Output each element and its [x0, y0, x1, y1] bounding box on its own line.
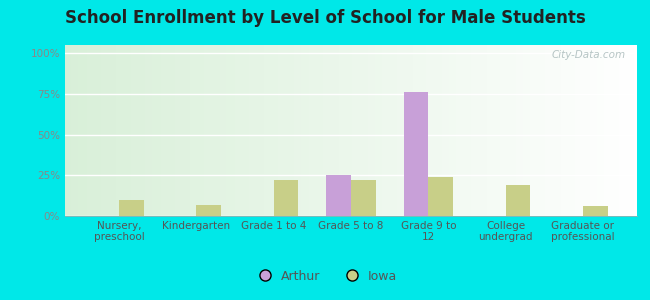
- Text: School Enrollment by Level of School for Male Students: School Enrollment by Level of School for…: [64, 9, 586, 27]
- Bar: [351, 180, 376, 216]
- Legend: Arthur, Iowa: Arthur, Iowa: [248, 265, 402, 288]
- Bar: [583, 206, 608, 216]
- Bar: [506, 185, 530, 216]
- Text: City-Data.com: City-Data.com: [551, 50, 625, 60]
- Bar: [428, 177, 453, 216]
- Bar: [119, 200, 144, 216]
- Bar: [404, 92, 428, 216]
- Bar: [274, 180, 298, 216]
- Bar: [196, 205, 221, 216]
- Bar: [326, 175, 351, 216]
